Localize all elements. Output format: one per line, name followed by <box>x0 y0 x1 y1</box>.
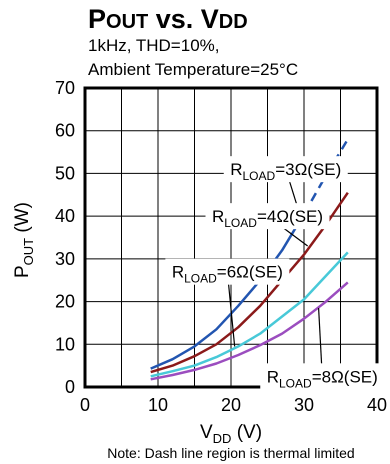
y-axis-label: POUT (W) <box>12 202 36 278</box>
y-tick-label: 70 <box>55 78 75 98</box>
chart-subtitle-line-1: 1kHz, THD=10%, <box>88 36 219 55</box>
series-annotations: RLOAD=3Ω(SE) RLOAD=4Ω(SE) RLOAD=6Ω(SE) RLOA… <box>165 156 385 390</box>
chart-title-block: POUT vs. VDD 1kHz, THD=10%, Ambient Temp… <box>88 4 298 79</box>
x-axis-label: VDD (V) <box>200 422 262 446</box>
y-tick-label: 20 <box>55 292 75 312</box>
series-label-1: RLOAD=4Ω(SE) <box>212 207 323 230</box>
y-tick-label: 0 <box>65 377 75 397</box>
x-tick-label: 0 <box>80 395 90 415</box>
annotation-background <box>165 258 290 285</box>
chart-subtitle-line-2: Ambient Temperature=25°C <box>88 60 298 79</box>
series-line-3 <box>150 281 349 381</box>
y-axis-ticks: 0 10 20 30 40 50 60 70 <box>55 78 75 397</box>
x-tick-label: 10 <box>148 395 168 415</box>
x-tick-label: 40 <box>367 395 387 415</box>
y-tick-label: 60 <box>55 121 75 141</box>
x-tick-label: 20 <box>221 395 241 415</box>
series-line-2 <box>150 251 349 378</box>
x-axis-ticks: 0 10 20 30 40 <box>80 395 387 415</box>
y-tick-label: 10 <box>55 334 75 354</box>
x-tick-label: 30 <box>294 395 314 415</box>
series-line-0 <box>150 213 306 370</box>
y-tick-label: 50 <box>55 163 75 183</box>
annotation-background <box>260 363 385 390</box>
grid-lines <box>84 87 378 388</box>
series-label-3: RLOAD=8Ω(SE) <box>267 367 378 390</box>
plot-frame <box>83 86 379 389</box>
series-lines <box>150 138 349 381</box>
annotation-background <box>223 156 348 183</box>
series-line-1 <box>150 191 349 374</box>
series-label-0: RLOAD=3Ω(SE) <box>230 160 341 183</box>
series-label-2: RLOAD=6Ω(SE) <box>172 263 283 286</box>
y-tick-label: 40 <box>55 206 75 226</box>
y-tick-label: 30 <box>55 249 75 269</box>
annotation-background <box>205 203 330 230</box>
chart-title: POUT vs. VDD <box>88 4 248 34</box>
footnote: Note: Dash line region is thermal limite… <box>107 445 354 461</box>
